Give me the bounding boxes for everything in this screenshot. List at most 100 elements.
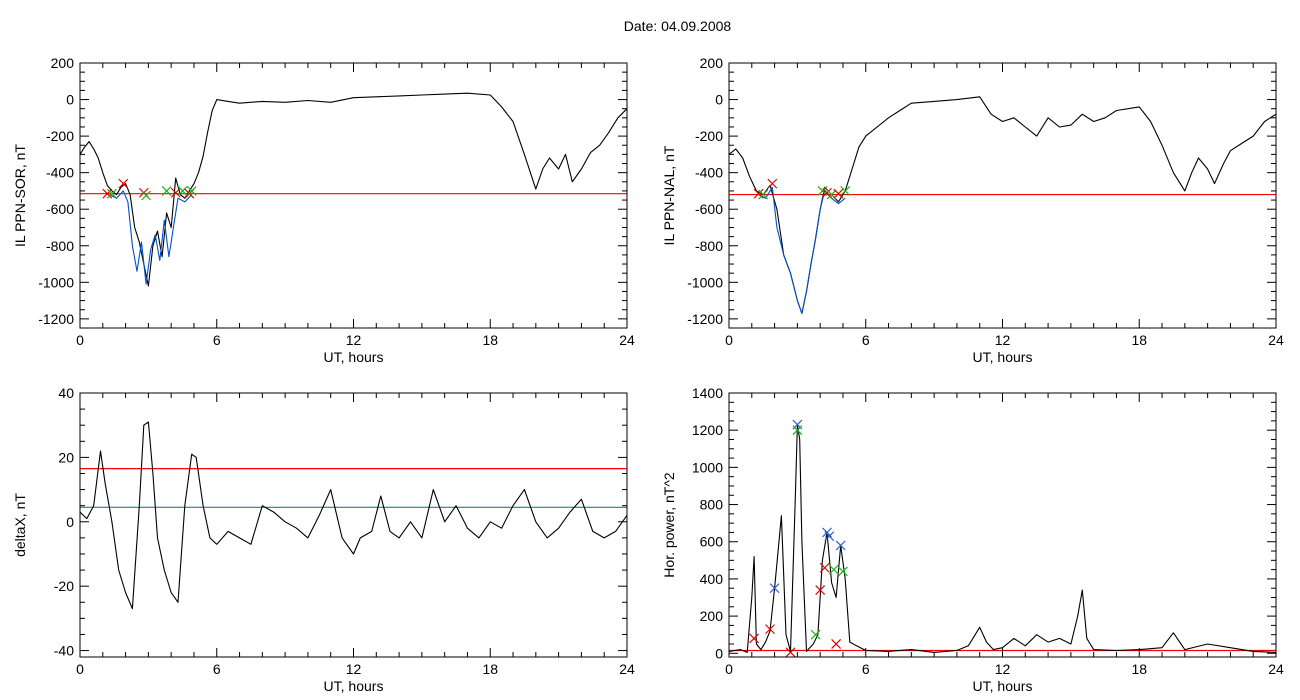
data-marker	[758, 189, 769, 200]
x-tick-label: 12	[346, 332, 362, 348]
series-group	[80, 92, 627, 287]
series-group	[80, 421, 627, 610]
plot-frame	[728, 392, 1277, 658]
y-tick-label: 600	[700, 534, 724, 550]
plot-frame	[79, 392, 628, 658]
x-tick-label: 18	[482, 661, 498, 677]
y-tick-label: 400	[700, 571, 724, 587]
series-line-blue	[758, 186, 846, 314]
panel-top-right: 0 6 12 18 24 200 0 -200 -400 -600 -800 -1000 -1200 UT…	[661, 55, 1284, 365]
data-marker	[838, 566, 848, 577]
x-tick-label: 12	[346, 661, 362, 677]
x-tick-label: 0	[76, 332, 84, 348]
x-tick-label: 18	[1131, 661, 1147, 677]
y-tick-label: 0	[66, 92, 74, 108]
data-marker	[106, 188, 117, 199]
y-axis-label: IL PPN-SOR, nT	[12, 144, 28, 247]
y-tick-label: 1000	[692, 459, 723, 475]
y-tick-label: 0	[66, 514, 74, 530]
data-marker	[833, 188, 844, 199]
y-tick-label: 200	[700, 608, 724, 624]
data-marker	[769, 583, 780, 594]
x-tick-label: 24	[619, 332, 635, 348]
y-tick-label: -200	[46, 128, 74, 144]
y-axis-label: deltaX, nT	[12, 493, 28, 557]
x-axis-label: UT, hours	[973, 349, 1033, 365]
data-marker	[170, 187, 181, 198]
y-tick-label: 0	[715, 92, 723, 108]
plot-frame	[79, 62, 628, 329]
y-tick-label: -400	[46, 165, 74, 181]
data-marker	[118, 178, 129, 189]
data-marker	[815, 585, 826, 595]
data-marker	[785, 647, 796, 658]
data-marker	[186, 186, 197, 196]
series-line-blue	[109, 190, 193, 285]
y-tick-label: -1200	[687, 311, 723, 327]
data-marker	[835, 540, 846, 551]
series-group	[729, 96, 1276, 314]
data-marker	[141, 190, 152, 201]
y-tick-label: -1200	[38, 311, 74, 327]
y-tick-label: -800	[46, 238, 74, 254]
series-group	[729, 424, 1276, 653]
x-axis-label: UT, hours	[324, 349, 384, 365]
series-line-black	[80, 421, 627, 610]
x-axis-label: UT, hours	[324, 678, 384, 694]
y-tick-label: 1400	[692, 385, 723, 401]
x-tick-label: 24	[1268, 661, 1284, 677]
panel-bottom-left: 0 6 12 18 24 40 20 0 -20 -40 UT, hours deltaX, nT	[12, 385, 635, 694]
y-tick-label: -600	[695, 201, 723, 217]
series-line-black	[80, 92, 627, 287]
y-tick-label: -200	[695, 128, 723, 144]
y-tick-label: -400	[695, 165, 723, 181]
data-marker	[749, 633, 759, 644]
y-tick-label: 40	[58, 385, 74, 401]
y-tick-label: 800	[700, 497, 724, 513]
y-tick-label: -40	[54, 643, 74, 659]
x-tick-label: 18	[482, 332, 498, 348]
x-tick-label: 0	[76, 661, 84, 677]
data-marker	[828, 564, 839, 575]
data-marker	[792, 425, 803, 436]
data-marker	[831, 639, 842, 649]
data-marker	[810, 629, 821, 640]
data-marker	[177, 186, 188, 196]
plot-frame	[728, 62, 1277, 329]
x-tick-label: 18	[1131, 332, 1147, 348]
y-axis-label: Hor. power, nT^2	[661, 472, 677, 578]
x-tick-label: 24	[1268, 332, 1284, 348]
series-line-black	[729, 424, 1276, 653]
y-tick-label: -1000	[687, 274, 723, 290]
data-marker	[819, 562, 830, 573]
x-tick-label: 24	[619, 661, 635, 677]
x-tick-label: 6	[213, 661, 221, 677]
x-tick-label: 0	[725, 332, 733, 348]
y-tick-label: -20	[54, 578, 74, 594]
x-tick-label: 12	[995, 332, 1011, 348]
y-tick-label: -800	[695, 238, 723, 254]
y-tick-label: 200	[51, 55, 75, 71]
data-marker	[765, 624, 775, 635]
data-marker	[102, 188, 113, 199]
x-axis-label: UT, hours	[973, 678, 1033, 694]
panel-top-left: 0 6 12 18 24 200 0 -200 -400 -600 -800 -1000 -1200 UT…	[12, 55, 635, 365]
series-line-black	[729, 96, 1276, 314]
y-tick-label: -600	[46, 201, 74, 217]
data-marker	[824, 531, 835, 542]
data-marker	[161, 186, 172, 196]
y-tick-label: -1000	[38, 274, 74, 290]
x-tick-label: 6	[213, 332, 221, 348]
x-tick-label: 6	[862, 332, 870, 348]
y-tick-label: 0	[715, 645, 723, 661]
data-marker	[840, 186, 851, 196]
x-tick-label: 0	[725, 661, 733, 677]
panel-bottom-right: 0 6 12 18 24 1400 1200 1000 800 600 400 200 0 UT, hou…	[661, 385, 1284, 694]
y-tick-label: 1200	[692, 422, 723, 438]
y-tick-label: 200	[700, 55, 724, 71]
y-axis-label: IL PPN-NAL, nT	[661, 145, 677, 245]
data-marker	[767, 178, 778, 189]
x-tick-label: 12	[995, 661, 1011, 677]
x-tick-label: 6	[862, 661, 870, 677]
